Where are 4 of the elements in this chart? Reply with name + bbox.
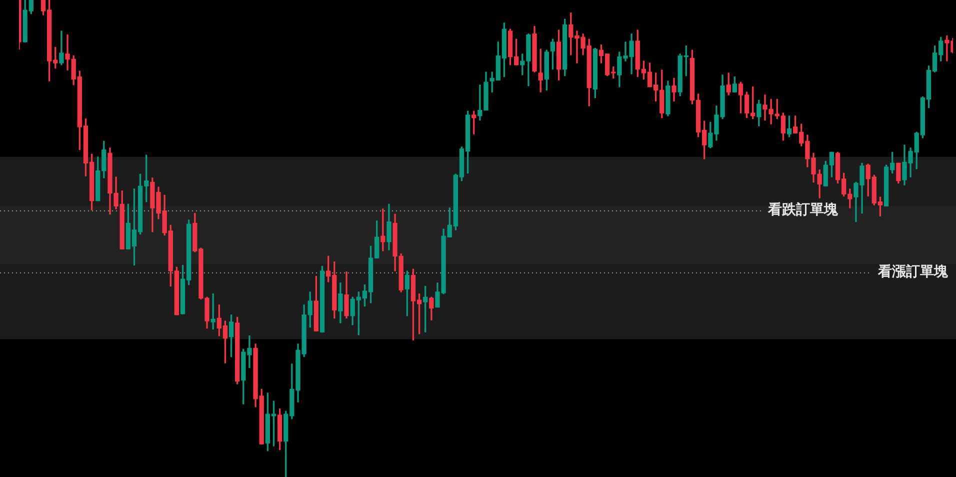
candlestick xyxy=(944,35,950,62)
ref-line-label: 看跌訂單塊 xyxy=(766,201,839,218)
candlestick xyxy=(210,294,216,330)
ref-line-label: 看漲訂單塊 xyxy=(877,263,949,280)
